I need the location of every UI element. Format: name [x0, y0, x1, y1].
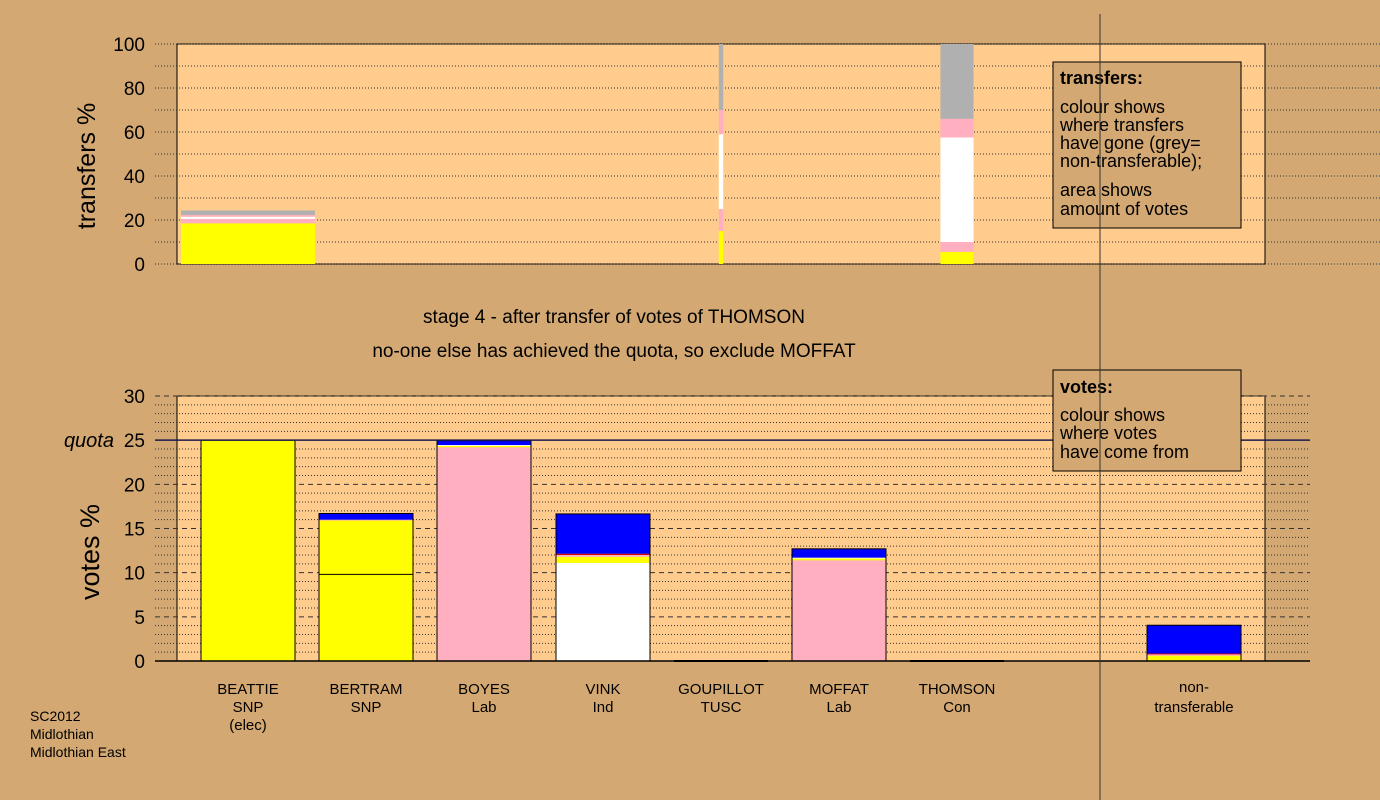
candidate-name: BEATTIE — [217, 681, 278, 698]
nontransferable-label: non- — [1179, 679, 1209, 696]
bar-segment — [792, 560, 886, 661]
votes-note-line: colour shows — [1060, 405, 1165, 425]
y-tick-label: 25 — [124, 431, 145, 452]
candidate-party: Lab — [471, 699, 496, 716]
bar-segment — [437, 445, 531, 448]
candidate-name: GOUPILLOT — [678, 681, 764, 698]
votes-y-axis-label: votes % — [75, 504, 105, 600]
y-tick-label: 60 — [124, 123, 145, 144]
y-tick-label: 100 — [113, 35, 145, 56]
candidate-status: (elec) — [229, 717, 267, 734]
bar-segment — [319, 513, 413, 520]
transfers-note-heading: transfers: — [1060, 68, 1143, 88]
votes-note-box — [1052, 369, 1242, 472]
y-tick-label: 20 — [124, 211, 145, 232]
transfer-segment — [940, 242, 974, 252]
bar-segment — [792, 557, 886, 559]
candidate-name: THOMSON — [919, 681, 996, 698]
bar-segment — [319, 520, 413, 575]
bar-segment — [437, 440, 531, 446]
transfer-segment — [180, 210, 316, 215]
transfers-note-line: where transfers — [1059, 115, 1184, 135]
candidate-party: Con — [943, 699, 971, 716]
bar-segment — [792, 548, 886, 558]
transfer-segment — [180, 216, 316, 219]
stage-title: stage 4 - after transfer of votes of THO… — [423, 307, 805, 328]
decision-title: no-one else has achieved the quota, so e… — [372, 341, 856, 362]
bar-segment — [1147, 654, 1241, 656]
transfers-note-line: area shows — [1060, 180, 1152, 200]
transfer-segment — [940, 44, 974, 119]
transfer-segment — [180, 214, 316, 217]
transfer-segment — [718, 209, 724, 231]
transfer-segment — [180, 218, 316, 224]
transfers-note: transfers: colour shows where transfers … — [1052, 61, 1242, 229]
y-tick-label: 15 — [124, 520, 145, 541]
votes-note-heading: votes: — [1060, 377, 1113, 397]
bar-segment — [1147, 625, 1241, 654]
bar-segment — [1147, 655, 1241, 661]
footer-council: Midlothian — [30, 726, 94, 742]
transfer-segment — [718, 231, 724, 264]
y-tick-label: 40 — [124, 167, 145, 188]
bar-segment — [319, 519, 413, 521]
candidate-party: SNP — [233, 699, 264, 716]
transfers-y-axis-label: transfers % — [73, 103, 101, 229]
y-tick-label: 0 — [134, 652, 145, 673]
bar-segment — [556, 562, 650, 661]
transfers-note-line: non-transferable); — [1060, 151, 1202, 171]
bar-segment — [201, 440, 295, 661]
transfer-segment — [940, 118, 974, 138]
y-tick-label: 5 — [134, 608, 145, 629]
candidate-name: VINK — [585, 681, 620, 698]
footer-election: SC2012 — [30, 708, 81, 724]
candidate-party: Lab — [826, 699, 851, 716]
candidate-party: SNP — [351, 699, 382, 716]
y-tick-label: 80 — [124, 79, 145, 100]
y-tick-label: 20 — [124, 475, 145, 496]
transfer-segment — [180, 223, 316, 264]
transfers-note-box — [1052, 61, 1242, 229]
candidate-party: Ind — [593, 699, 614, 716]
bar-segment — [556, 555, 650, 557]
bar-segment — [556, 513, 650, 554]
bar-segment — [1147, 653, 1241, 655]
bar-segment — [556, 556, 650, 563]
bar-segment — [556, 553, 650, 555]
candidate-name: BERTRAM — [329, 681, 402, 698]
y-tick-label: 30 — [124, 387, 145, 408]
votes-note-line: where votes — [1059, 423, 1157, 443]
nontransferable-label: transferable — [1154, 699, 1233, 716]
transfers-note-line: have gone (grey= — [1060, 133, 1201, 153]
transfer-segment — [940, 137, 974, 242]
quota-label: quota — [64, 430, 114, 452]
transfer-segment — [940, 251, 974, 264]
bar-segment — [437, 445, 531, 446]
footer-ward: Midlothian East — [30, 744, 126, 760]
transfers-note-line: colour shows — [1060, 97, 1165, 117]
transfer-segment — [718, 44, 724, 110]
y-tick-label: 10 — [124, 564, 145, 585]
y-tick-label: 0 — [134, 255, 145, 276]
bar-segment — [319, 574, 413, 661]
candidate-name: MOFFAT — [809, 681, 869, 698]
transfer-segment — [718, 110, 724, 135]
bar-segment — [792, 558, 886, 561]
candidate-name: BOYES — [458, 681, 510, 698]
votes-note-line: have come from — [1060, 442, 1189, 462]
candidate-party: TUSC — [701, 699, 742, 716]
votes-note: votes: colour shows where votes have com… — [1052, 369, 1242, 472]
transfers-note-line: amount of votes — [1060, 199, 1188, 219]
transfer-segment — [718, 134, 724, 209]
bar-segment — [437, 447, 531, 661]
